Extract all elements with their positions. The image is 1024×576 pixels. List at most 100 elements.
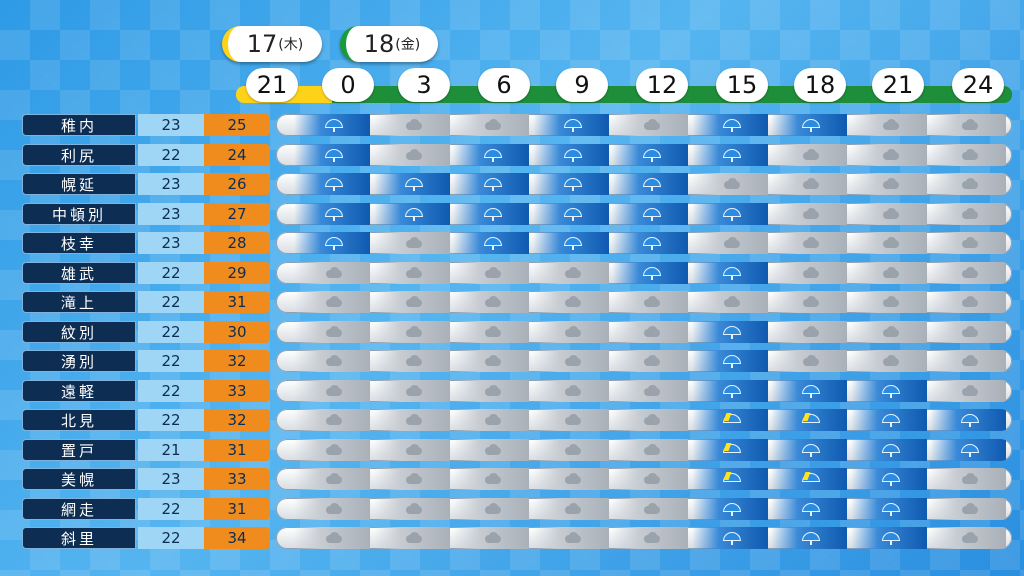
cloud-icon: [563, 502, 583, 516]
umbrella-icon: [324, 236, 344, 250]
cloud-icon: [404, 354, 424, 368]
max-temperature: 24: [204, 144, 270, 166]
min-temperature: 23: [138, 203, 204, 225]
weather-cell-cloud: [771, 203, 847, 225]
cloud-icon: [642, 118, 662, 132]
weather-cell-cloud: [453, 350, 529, 372]
umbrella-icon: [960, 443, 980, 457]
weather-timeline: [276, 144, 1012, 166]
weather-cell-rain: [374, 203, 450, 225]
umbrella-icon: [642, 266, 662, 280]
umbrella-icon: [563, 207, 583, 221]
weather-cell-cloud: [453, 527, 529, 549]
weather-cell-rain: [771, 498, 847, 520]
weather-cell-cloud: [692, 291, 768, 313]
max-temperature: 31: [204, 291, 270, 313]
weather-cell-cloud: [851, 203, 927, 225]
weather-cell-cloud: [930, 144, 1006, 166]
weather-cell-cloud: [930, 468, 1006, 490]
weather-cell-rain: [453, 144, 529, 166]
umbrella-icon: [563, 177, 583, 191]
station-row: 置戸 21 31: [22, 439, 1012, 461]
cloud-icon: [642, 472, 662, 486]
weather-cell-cloud: [612, 439, 688, 461]
weather-cell-cloud: [453, 468, 529, 490]
weather-cell-rain: [692, 380, 768, 402]
weather-cell-rain: [851, 498, 927, 520]
weather-cell-cloud: [374, 468, 450, 490]
station-row: 枝幸 23 28: [22, 232, 1012, 254]
hour-label: 15: [716, 68, 768, 102]
weather-cell-cloud: [930, 350, 1006, 372]
weather-cell-rain: [453, 203, 529, 225]
weather-cell-cloud: [374, 409, 450, 431]
station-name: 紋別: [22, 321, 136, 343]
max-temperature: 25: [204, 114, 270, 136]
station-name: 稚内: [22, 114, 136, 136]
weather-cell-rain: [851, 409, 927, 431]
cloud-icon: [483, 472, 503, 486]
hour-label: 3: [398, 68, 450, 102]
cloud-icon: [404, 413, 424, 427]
station-row: 中頓別 23 27: [22, 203, 1012, 225]
weather-cell-cloud: [294, 468, 370, 490]
station-name: 置戸: [22, 439, 136, 461]
cloud-icon: [324, 472, 344, 486]
cloud-icon: [642, 354, 662, 368]
weather-cell-cloud: [771, 291, 847, 313]
station-name: 滝上: [22, 291, 136, 313]
weather-cell-cloud: [453, 114, 529, 136]
weather-cell-rain: [294, 232, 370, 254]
cloud-icon: [563, 295, 583, 309]
min-temperature: 22: [138, 350, 204, 372]
weather-cell-cloud: [851, 232, 927, 254]
max-temperature: 31: [204, 439, 270, 461]
cloud-icon: [801, 295, 821, 309]
date-weekday: (金): [395, 37, 421, 53]
station-name: 北見: [22, 409, 136, 431]
cloud-icon: [483, 413, 503, 427]
weather-cell-rain: [612, 173, 688, 195]
cloud-icon: [960, 502, 980, 516]
weather-cell-cloud: [612, 527, 688, 549]
thunder-umbrella-icon: [801, 413, 821, 427]
umbrella-icon: [881, 472, 901, 486]
umbrella-icon: [563, 118, 583, 132]
weather-cell-rain: [771, 527, 847, 549]
weather-cell-cloud: [453, 498, 529, 520]
min-temperature: 23: [138, 114, 204, 136]
cloud-icon: [960, 266, 980, 280]
cloud-icon: [881, 236, 901, 250]
weather-cell-cloud: [453, 380, 529, 402]
weather-cell-cloud: [374, 114, 450, 136]
weather-cell-cloud: [294, 498, 370, 520]
cloud-icon: [722, 236, 742, 250]
station-row: 紋別 22 30: [22, 321, 1012, 343]
min-temperature: 23: [138, 468, 204, 490]
weather-timeline: [276, 527, 1012, 549]
weather-cell-rain: [453, 232, 529, 254]
umbrella-icon: [404, 207, 424, 221]
weather-cell-cloud: [612, 114, 688, 136]
weather-cell-rain: [294, 114, 370, 136]
weather-cell-cloud: [930, 114, 1006, 136]
weather-cell-rain: [294, 203, 370, 225]
cloud-icon: [960, 325, 980, 339]
cloud-icon: [722, 295, 742, 309]
thunder-umbrella-icon: [722, 443, 742, 457]
weather-timeline: [276, 262, 1012, 284]
min-temperature: 22: [138, 262, 204, 284]
weather-cell-cloud: [374, 439, 450, 461]
weather-cell-cloud: [771, 350, 847, 372]
weather-cell-rain: [533, 203, 609, 225]
station-name: 幌延: [22, 173, 136, 195]
umbrella-icon: [801, 118, 821, 132]
weather-cell-thunder: [771, 409, 847, 431]
cloud-icon: [324, 384, 344, 398]
weather-cell-cloud: [612, 468, 688, 490]
min-temperature: 22: [138, 380, 204, 402]
cloud-icon: [960, 118, 980, 132]
weather-cell-cloud: [612, 380, 688, 402]
weather-cell-cloud: [533, 291, 609, 313]
weather-timeline: [276, 439, 1012, 461]
